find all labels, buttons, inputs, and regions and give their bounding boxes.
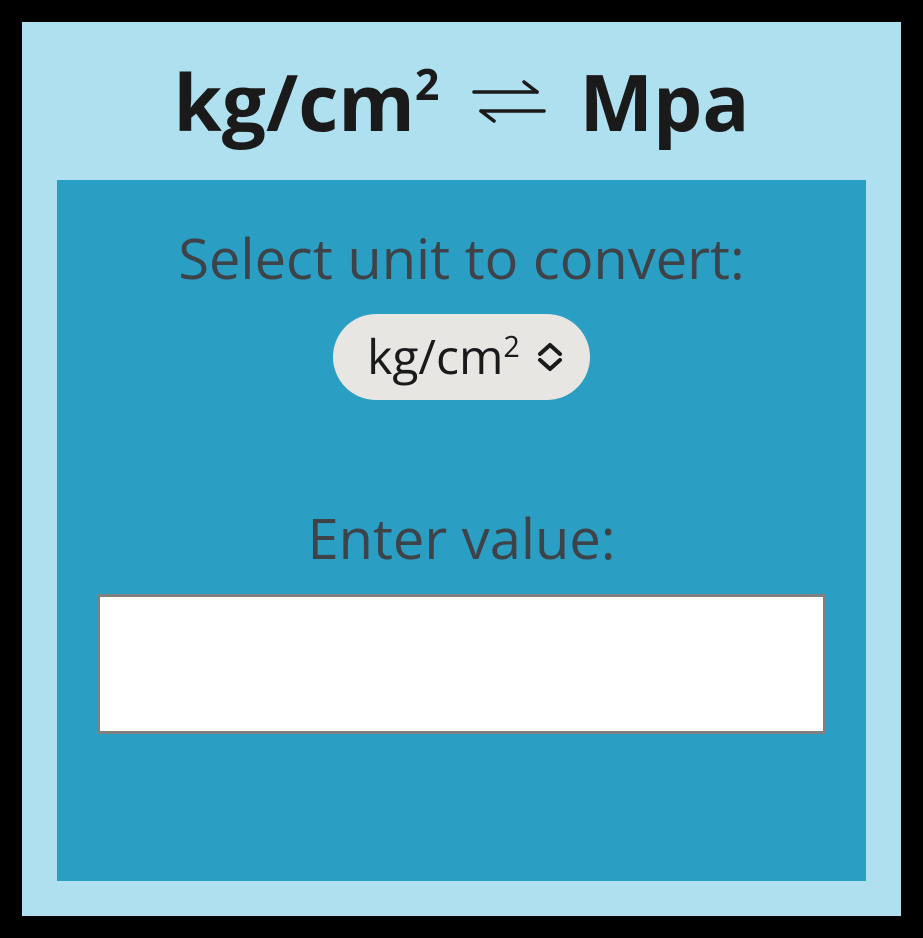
- unit-select[interactable]: kg/cm2: [333, 314, 590, 400]
- unit-select-wrapper: kg/cm2: [333, 314, 590, 400]
- exchange-icon: [469, 71, 549, 131]
- value-input[interactable]: [97, 594, 826, 734]
- select-unit-label: Select unit to convert:: [178, 220, 744, 296]
- value-section: Enter value:: [97, 500, 826, 734]
- enter-value-label: Enter value:: [307, 500, 615, 576]
- title-unit-to: Mpa: [579, 62, 749, 140]
- converter-panel: Select unit to convert: kg/cm2 Enter val…: [57, 180, 866, 881]
- title-unit-from: kg/cm2: [174, 62, 440, 140]
- title-row: kg/cm2 Mpa: [57, 62, 866, 140]
- converter-frame: kg/cm2 Mpa Select unit to convert: kg/cm…: [0, 0, 923, 938]
